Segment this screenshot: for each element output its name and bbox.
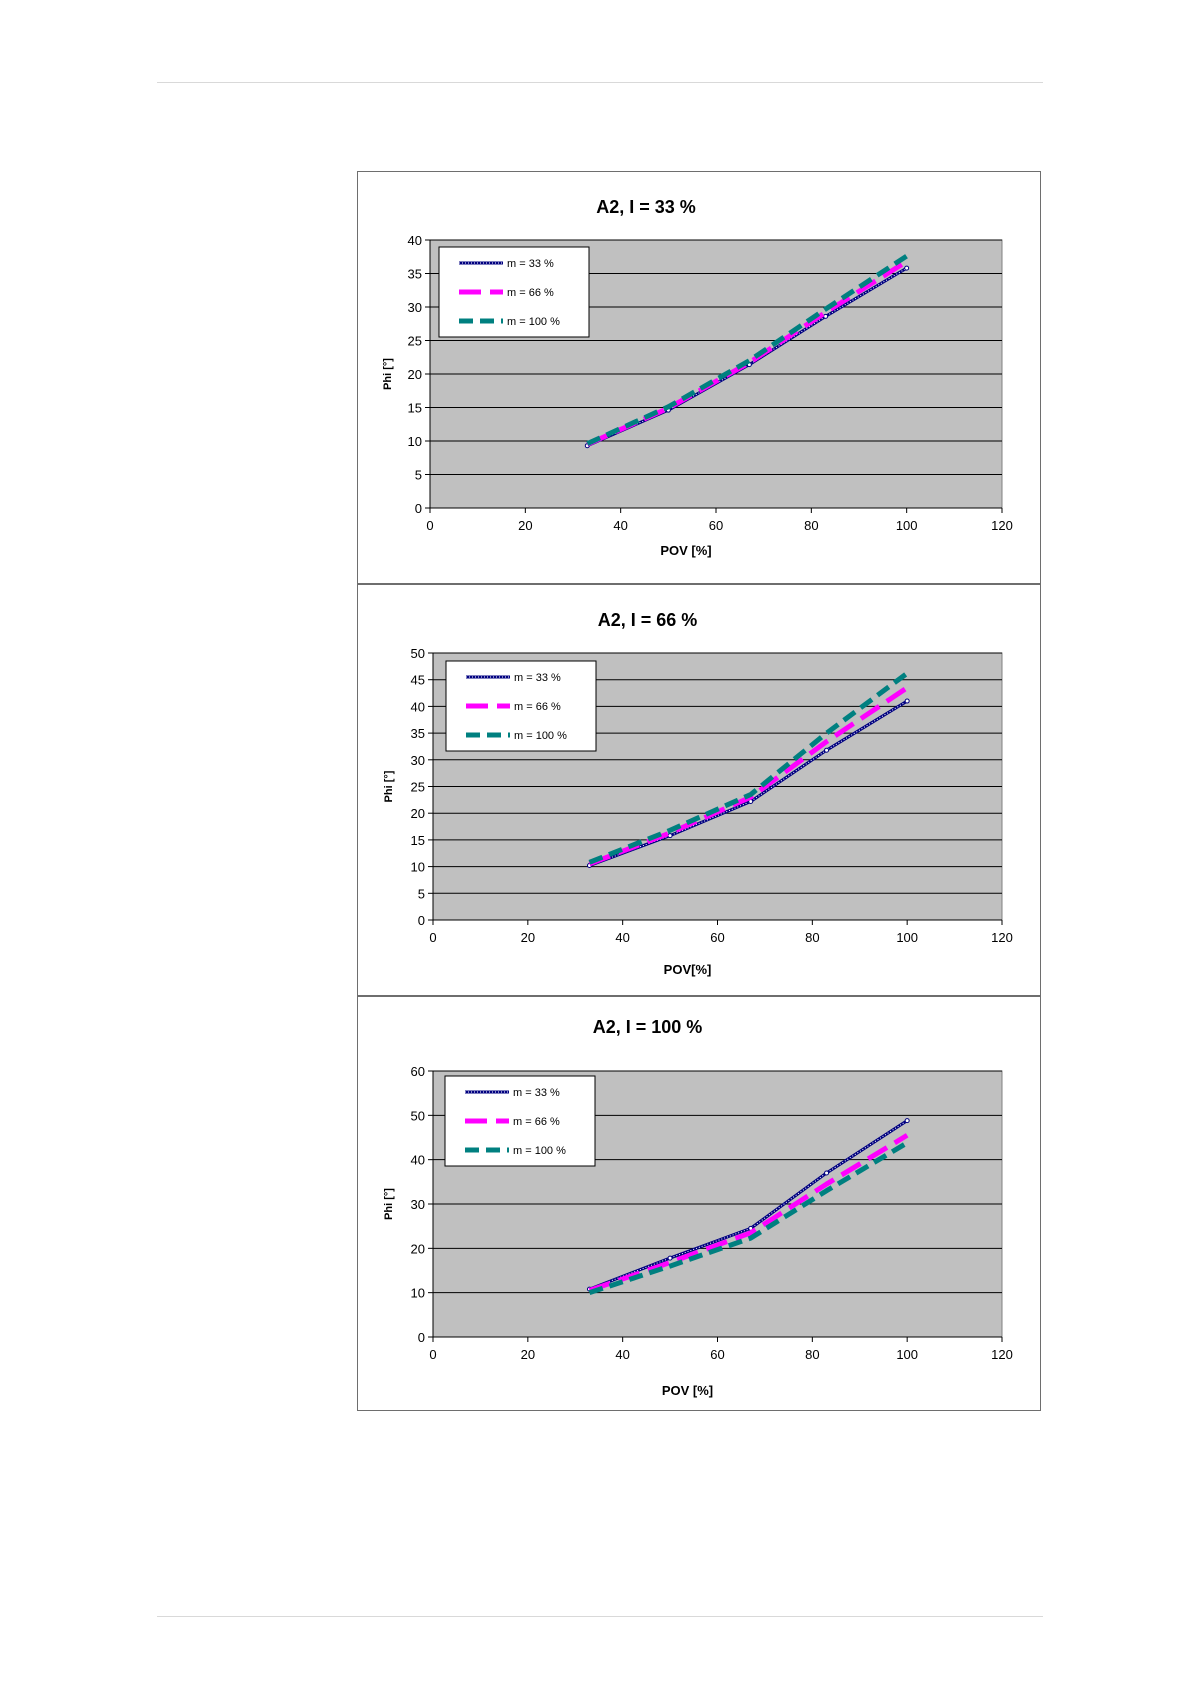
chart-3-xtick-label-2: 40 — [615, 1347, 629, 1362]
chart-2-title: A2, I = 66 % — [598, 610, 698, 630]
chart-1-legend-label-3: m = 100 % — [507, 316, 560, 328]
chart-2-ytick-label-5: 25 — [411, 780, 425, 795]
chart-1-xtick-label-4: 80 — [804, 518, 818, 533]
chart-panel-2: 0 5 10 15 20 25 30 35 40 45 50 0 20 40 60 80 100 120 A2, I… — [357, 585, 1041, 995]
chart-2-ytick-label-0: 0 — [418, 913, 425, 928]
chart-2-legend-label-1: m = 33 % — [514, 672, 561, 684]
chart-2-ytick-label-2: 10 — [411, 860, 425, 875]
chart-1-series-3-line — [586, 253, 909, 446]
chart-3: 0 10 20 30 40 50 60 0 20 40 60 80 100 120 A2, I = 100 … — [383, 1017, 1013, 1398]
chart-3-ytick-label-1: 10 — [411, 1286, 425, 1301]
chart-2-series-1-point-3 — [824, 747, 830, 753]
chart-1-title: A2, I = 33 % — [596, 197, 696, 217]
chart-1-ytick-label-6: 30 — [408, 300, 422, 315]
chart-3-x-axis-label: POV [%] — [662, 1383, 713, 1398]
chart-3-xtick-label-0: 0 — [429, 1347, 436, 1362]
chart-2-ytick-label-7: 35 — [411, 726, 425, 741]
chart-2-xtick-label-0: 0 — [429, 930, 436, 945]
chart-2-xtick-label-5: 100 — [896, 930, 918, 945]
chart-3-series-1-point-4 — [904, 1118, 910, 1124]
chart-3-ytick-label-4: 40 — [411, 1153, 425, 1168]
panel-divider-1 — [357, 583, 1041, 585]
chart-panel-3: 0 10 20 30 40 50 60 0 20 40 60 80 100 120 A2, I = 100 … — [357, 997, 1041, 1411]
chart-3-ytick-label-3: 30 — [411, 1197, 425, 1212]
chart-1-ytick-label-8: 40 — [408, 233, 422, 248]
chart-2: 0 5 10 15 20 25 30 35 40 45 50 0 20 40 60 80 100 120 A2, I… — [383, 610, 1013, 977]
chart-2-xtick-label-3: 60 — [710, 930, 724, 945]
top-rule — [157, 82, 1043, 83]
chart-3-xtick-label-3: 60 — [710, 1347, 724, 1362]
chart-3-ytick-label-0: 0 — [418, 1330, 425, 1345]
chart-2-xtick-label-1: 20 — [521, 930, 535, 945]
chart-1-ytick-label-7: 35 — [408, 267, 422, 282]
chart-2-series-1-point-1 — [667, 833, 673, 839]
chart-1-ytick-label-1: 5 — [415, 468, 422, 483]
chart-2-y-axis-label: Phi [°] — [383, 770, 395, 802]
chart-1-xtick-label-2: 40 — [613, 518, 627, 533]
chart-3-ytick-label-5: 50 — [411, 1108, 425, 1123]
chart-2-series-1-point-4 — [904, 698, 910, 704]
chart-2-series-1-marker-pattern — [589, 700, 908, 867]
chart-3-y-axis-label: Phi [°] — [383, 1188, 395, 1220]
chart-1-xtick-label-3: 60 — [709, 518, 723, 533]
chart-2-ytick-label-10: 50 — [411, 646, 425, 661]
chart-3-legend-label-3: m = 100 % — [513, 1145, 566, 1157]
chart-2-xtick-label-2: 40 — [615, 930, 629, 945]
chart-1-y-axis-label: Phi [°] — [382, 358, 394, 390]
chart-1-xtick-label-6: 120 — [991, 518, 1013, 533]
chart-3-xtick-label-5: 100 — [896, 1347, 918, 1362]
chart-3-series-1-point-1 — [667, 1255, 673, 1261]
chart-3-series-1-marker-pattern — [589, 1120, 908, 1290]
chart-2-ytick-label-3: 15 — [411, 833, 425, 848]
chart-2-ytick-label-8: 40 — [411, 699, 425, 714]
chart-1-ytick-label-4: 20 — [408, 367, 422, 382]
chart-panel-1: 0 5 10 15 20 25 30 35 40 0 20 40 60 80 100 120 A2, I = 3… — [357, 171, 1041, 583]
charts-frame — [357, 171, 1041, 1411]
chart-1-xtick-label-1: 20 — [518, 518, 532, 533]
chart-3-ytick-label-2: 20 — [411, 1241, 425, 1256]
chart-1-ytick-label-3: 15 — [408, 401, 422, 416]
chart-1-series-1-point-3 — [823, 313, 829, 319]
chart-3-series-3-line — [588, 1140, 909, 1296]
chart-1-ytick-label-0: 0 — [415, 501, 422, 516]
chart-2-legend-label-2: m = 66 % — [514, 701, 561, 713]
chart-2-legend-label-3: m = 100 % — [514, 730, 567, 742]
chart-1-xtick-label-0: 0 — [426, 518, 433, 533]
chart-2-series-3-line — [588, 671, 909, 865]
chart-3-xtick-label-6: 120 — [991, 1347, 1013, 1362]
chart-3-xtick-label-4: 80 — [805, 1347, 819, 1362]
chart-1-legend-label-1: m = 33 % — [507, 258, 554, 270]
chart-3-xtick-label-1: 20 — [521, 1347, 535, 1362]
chart-3-ytick-label-6: 60 — [411, 1064, 425, 1079]
chart-1-series-1-point-4 — [904, 265, 910, 271]
chart-2-ytick-label-9: 45 — [411, 673, 425, 688]
chart-3-legend-label-2: m = 66 % — [513, 1116, 560, 1128]
chart-2-xtick-label-4: 80 — [805, 930, 819, 945]
panel-divider-2 — [357, 995, 1041, 997]
chart-3-legend-label-1: m = 33 % — [513, 1087, 560, 1099]
chart-3-series-2-line — [588, 1133, 909, 1293]
chart-1-legend-label-2: m = 66 % — [507, 287, 554, 299]
chart-2-ytick-label-6: 30 — [411, 753, 425, 768]
chart-3-series-1-point-3 — [824, 1170, 830, 1176]
chart-1-xtick-label-5: 100 — [896, 518, 918, 533]
chart-3-title: A2, I = 100 % — [593, 1017, 703, 1037]
chart-2-x-axis-label: POV[%] — [664, 962, 712, 977]
chart-1-series-1-marker-pattern — [587, 267, 907, 447]
chart-2-xtick-label-6: 120 — [991, 930, 1013, 945]
chart-1-ytick-label-2: 10 — [408, 434, 422, 449]
chart-2-ytick-label-4: 20 — [411, 806, 425, 821]
bottom-rule — [157, 1616, 1043, 1617]
chart-2-ytick-label-1: 5 — [418, 886, 425, 901]
chart-1-x-axis-label: POV [%] — [660, 543, 711, 558]
chart-1-ytick-label-5: 25 — [408, 334, 422, 349]
chart-1: 0 5 10 15 20 25 30 35 40 0 20 40 60 80 100 120 A2, I = 3… — [382, 197, 1013, 558]
